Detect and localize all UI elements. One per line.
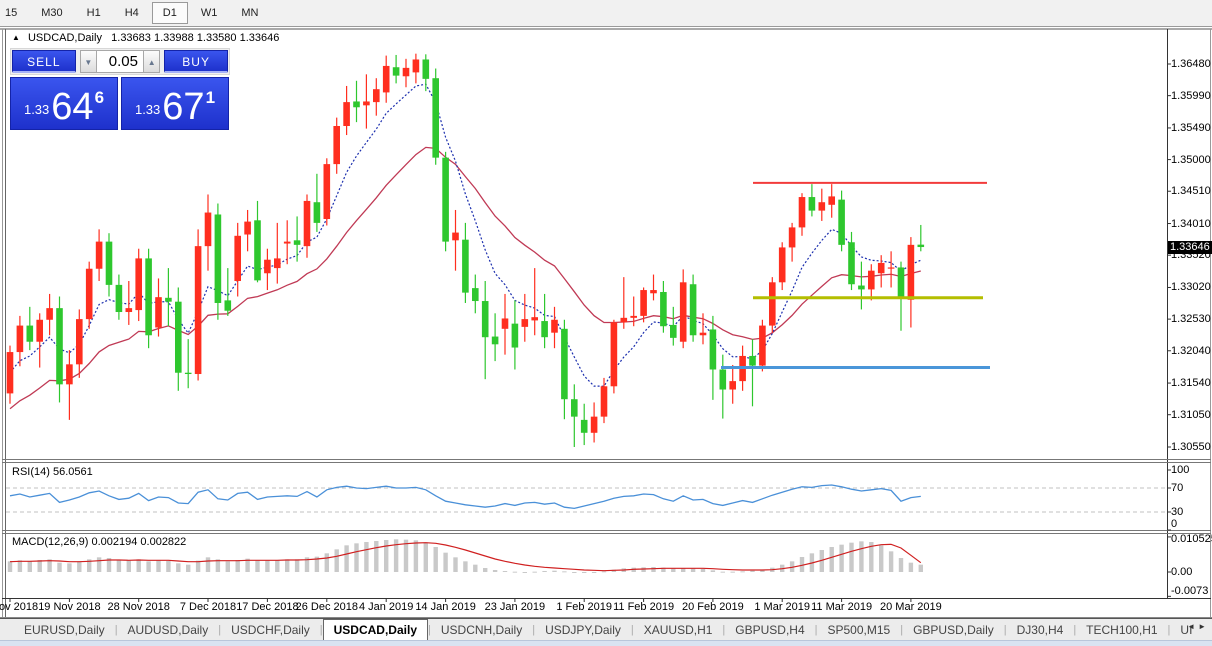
date-axis-label: 20 Mar 2019 [880, 601, 942, 613]
chart-symbol-label: USDCAD,Daily [27, 32, 102, 44]
tab-separator: | [1167, 623, 1171, 636]
tab-scroll-right-icon[interactable]: ► [1198, 622, 1209, 631]
tab-separator: | [900, 623, 904, 636]
tab-separator: | [428, 623, 431, 636]
buy-price-pip-digit: 1 [205, 88, 216, 107]
chart-tab-ui[interactable]: UI [1180, 622, 1193, 637]
tab-separator: | [114, 623, 118, 636]
tab-separator: | [630, 623, 634, 636]
date-axis-label: 11 Mar 2019 [811, 601, 873, 613]
date-axis-label: 20 Feb 2019 [682, 601, 744, 613]
chart-header: ▲ USDCAD,Daily 1.33683 1.33988 1.33580 1… [12, 32, 279, 44]
chart-tab-xauusd-h1[interactable]: XAUUSD,H1 [643, 622, 713, 637]
timeframe-button-D1[interactable]: D1 [151, 2, 188, 24]
tab-separator: | [722, 623, 726, 636]
one-click-trading-panel: SELL ▼ ▲ BUY 1.33 64 6 1.33 67 1 [10, 48, 230, 130]
tab-separator: | [218, 623, 222, 636]
price-axis-label: 1.35000 [1171, 153, 1211, 166]
date-axis-label: 14 Jan 2019 [415, 601, 476, 613]
rsi-axis-label: 100 [1171, 464, 1190, 476]
macd-axis-label: 0.00 [1171, 566, 1193, 578]
collapse-panel-icon[interactable]: ▲ [12, 33, 20, 42]
price-axis-label: 1.36480 [1171, 58, 1211, 70]
rsi-axis-label: 30 [1171, 506, 1184, 518]
price-axis-label: 1.35490 [1171, 121, 1211, 134]
chart-tab-eurusd-daily[interactable]: EURUSD,Daily [24, 622, 105, 637]
volume-decrease-button[interactable]: ▼ [79, 50, 97, 73]
chart-tab-usdcnh-daily[interactable]: USDCNH,Daily [440, 622, 523, 637]
price-axis-label: 1.33020 [1171, 281, 1211, 294]
tab-scroll-arrows: ◄► [1187, 622, 1209, 631]
chart-tab-usdjpy-daily[interactable]: USDJPY,Daily [545, 622, 621, 637]
date-axis-label: 28 Nov 2018 [107, 601, 170, 613]
volume-increase-button[interactable]: ▲ [143, 50, 161, 73]
date-axis-label: 9 Nov 2018 [0, 601, 39, 613]
buy-price-prefix: 1.33 [134, 102, 161, 117]
volume-input[interactable] [97, 50, 143, 73]
chart-tab-dj30-h4[interactable]: DJ30,H4 [1016, 622, 1064, 637]
date-axis-label: 1 Feb 2019 [556, 601, 613, 613]
date-axis-label: 17 Dec 2018 [236, 601, 299, 613]
macd-axis-label: -0.0073 [1171, 585, 1209, 597]
chart-tab-sp500-m15[interactable]: SP500,M15 [827, 622, 891, 637]
rsi-axis-label: 0 [1171, 518, 1178, 530]
tab-separator: | [319, 623, 323, 636]
chart-tab-bar: EURUSD,Daily | AUDUSD,Daily | USDCHF,Daily | U… [0, 618, 1212, 640]
timeframe-button-H1[interactable]: H1 [86, 7, 101, 19]
timeframe-button-MN[interactable]: MN [241, 7, 259, 19]
date-axis-label: 11 Feb 2019 [613, 601, 675, 613]
date-axis-label: 23 Jan 2019 [484, 601, 546, 613]
price-axis-label: 1.31050 [1171, 408, 1211, 421]
date-axis-label: 4 Jan 2019 [358, 601, 414, 613]
sell-button[interactable]: SELL [12, 50, 76, 73]
rsi-indicator-label: RSI(14) 56.0561 [12, 466, 93, 478]
chart-tab-gbpusd-daily[interactable]: GBPUSD,Daily [913, 622, 994, 637]
price-axis-label: 1.34010 [1171, 217, 1211, 230]
tab-separator: | [1003, 623, 1007, 636]
sell-price-prefix: 1.33 [23, 102, 50, 117]
timeframe-button-H4[interactable]: H4 [124, 7, 139, 19]
sell-price-quote[interactable]: 1.33 64 6 [10, 77, 118, 130]
price-axis-label: 1.35990 [1171, 89, 1211, 102]
tab-separator: | [1073, 623, 1077, 636]
chart-tab-audusd-daily[interactable]: AUDUSD,Daily [127, 622, 209, 637]
tab-scroll-left-icon[interactable]: ◄ [1187, 622, 1199, 631]
price-axis-label: 1.30550 [1171, 441, 1211, 453]
date-axis-label: 7 Dec 2018 [179, 601, 237, 613]
buy-price-big-digits: 67 [162, 86, 205, 128]
price-axis-label: 1.34510 [1171, 185, 1211, 198]
price-axis-label: 1.33520 [1171, 249, 1211, 262]
chevron-down-icon: ▼ [84, 58, 93, 67]
timeframe-button-15[interactable]: 15 [5, 7, 18, 19]
sell-price-pip-digit: 6 [94, 88, 105, 107]
chart-tab-usdchf-daily[interactable]: USDCHF,Daily [231, 622, 310, 637]
sell-price-big-digits: 64 [51, 86, 94, 128]
chart-tab-gbpusd-h4[interactable]: GBPUSD,H4 [735, 622, 805, 637]
current-price-tag: 1.33646 [1168, 241, 1212, 254]
date-axis-label: 19 Nov 2018 [38, 601, 101, 613]
macd-indicator-label: MACD(12,26,9) 0.002194 0.002822 [12, 536, 187, 548]
buy-button[interactable]: BUY [164, 50, 228, 73]
chevron-up-icon: ▲ [147, 58, 156, 67]
date-axis-label: 26 Dec 2018 [295, 601, 358, 613]
price-axis-label: 1.32040 [1171, 344, 1211, 357]
timeframe-button-M30[interactable]: M30 [41, 7, 63, 19]
chart-tab-tech100-h1[interactable]: TECH100,H1 [1086, 622, 1158, 637]
tab-separator: | [814, 623, 818, 636]
macd-axis-label: 0.010525 [1171, 533, 1212, 545]
price-axis-label: 1.31540 [1171, 377, 1211, 390]
timeframe-button-W1[interactable]: W1 [200, 7, 218, 19]
status-strip [0, 640, 1212, 646]
timeframe-toolbar: 15 M30 H1 H4 D1 W1 MN [0, 0, 1212, 27]
chart-ohlc-values: 1.33683 1.33988 1.33580 1.33646 [111, 32, 280, 44]
tab-separator: | [532, 623, 536, 636]
price-axis-label: 1.32530 [1171, 313, 1211, 326]
chart-tab-usdcad-daily[interactable]: USDCAD,Daily [322, 619, 428, 640]
buy-price-quote[interactable]: 1.33 67 1 [121, 77, 229, 130]
rsi-axis-label: 70 [1171, 482, 1184, 494]
date-axis-label: 1 Mar 2019 [754, 601, 811, 613]
